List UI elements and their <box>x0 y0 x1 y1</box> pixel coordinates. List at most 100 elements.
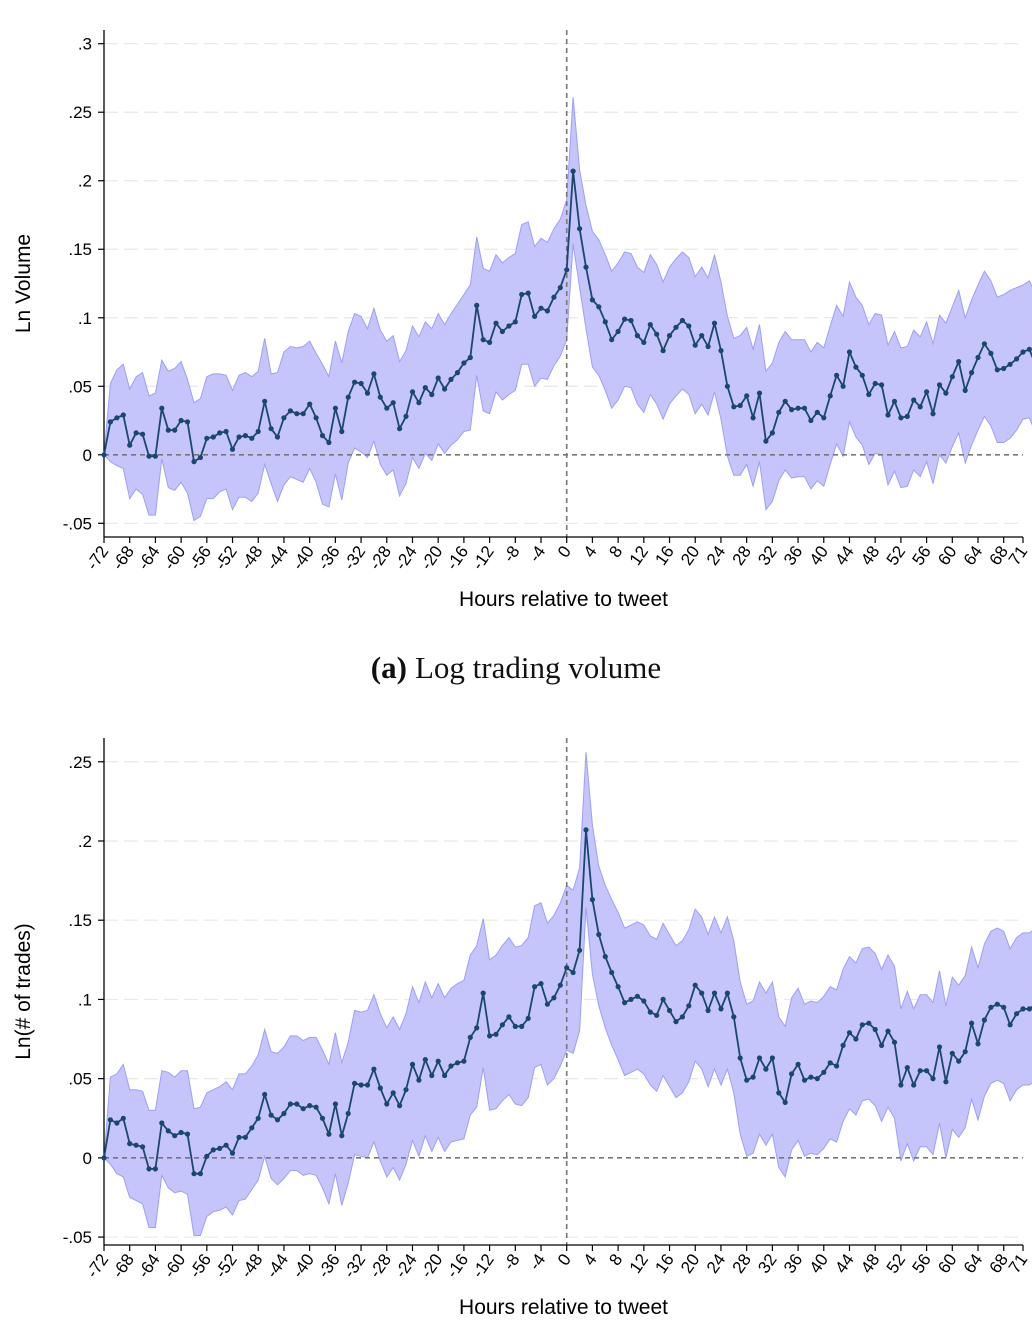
data-point <box>782 398 788 404</box>
y-tick-label: 0 <box>83 1149 92 1168</box>
data-point <box>268 1112 274 1118</box>
data-point <box>634 993 641 999</box>
data-point <box>602 954 608 960</box>
data-point <box>544 308 551 314</box>
data-point <box>442 1072 448 1079</box>
data-point <box>397 426 403 432</box>
estimate-points <box>101 168 1032 465</box>
data-point <box>165 1128 171 1134</box>
data-point <box>326 1131 332 1137</box>
x-tick-label: 16 <box>651 1250 677 1276</box>
data-point <box>866 391 872 398</box>
data-point <box>814 1076 820 1082</box>
x-tick-label: 20 <box>677 1250 703 1276</box>
x-tick-label: -20 <box>417 1250 447 1281</box>
data-point <box>956 359 962 365</box>
data-point <box>801 1077 808 1083</box>
y-axis-title: Ln Volume <box>12 234 35 333</box>
data-point <box>127 1141 133 1147</box>
data-point <box>866 1020 872 1026</box>
data-point <box>1007 1022 1013 1028</box>
x-tick-label: -44 <box>263 1250 293 1281</box>
data-point <box>146 453 152 459</box>
x-tick-label: -16 <box>443 1250 473 1281</box>
data-point <box>904 413 910 419</box>
data-point <box>249 435 255 441</box>
x-tick-label: -44 <box>263 542 293 573</box>
data-point <box>930 1076 936 1082</box>
x-tick-label: 0 <box>554 542 575 561</box>
data-point <box>936 1044 943 1050</box>
data-point <box>390 1090 396 1096</box>
data-point <box>660 348 666 354</box>
x-tick-label: -20 <box>417 542 447 573</box>
data-point <box>429 1072 435 1079</box>
x-tick-label: -48 <box>237 1250 267 1281</box>
x-tick-label: -72 <box>83 542 113 573</box>
data-point <box>801 405 808 411</box>
data-point <box>981 341 988 347</box>
data-point <box>814 409 820 415</box>
data-point <box>654 1012 660 1018</box>
x-tick-label: 16 <box>651 542 677 568</box>
data-point <box>795 1061 801 1067</box>
data-point <box>988 350 994 356</box>
data-point <box>654 331 660 337</box>
data-point <box>1026 1006 1032 1012</box>
data-point <box>339 428 345 435</box>
confidence-band <box>103 97 1032 522</box>
data-point <box>879 382 885 388</box>
data-point <box>737 402 743 409</box>
y-tick-label: .05 <box>68 377 92 396</box>
data-point <box>120 412 126 418</box>
data-point <box>615 984 621 990</box>
data-point <box>666 333 673 339</box>
data-point <box>364 390 371 396</box>
data-point <box>551 995 557 1001</box>
data-point <box>879 1042 885 1048</box>
data-point <box>570 969 576 976</box>
data-point <box>557 982 563 988</box>
data-point <box>274 434 281 440</box>
data-point <box>339 1133 345 1139</box>
data-point <box>724 990 731 996</box>
x-tick-label: -68 <box>108 1250 138 1281</box>
data-point <box>898 1082 904 1088</box>
y-tick-label: 0 <box>83 446 92 465</box>
data-point <box>319 433 326 439</box>
data-point <box>416 400 422 406</box>
y-tick-label: .1 <box>78 990 92 1009</box>
x-tick-label: 28 <box>729 542 755 568</box>
data-point <box>821 1069 827 1075</box>
data-point <box>769 430 776 436</box>
data-point <box>846 349 853 355</box>
data-point <box>197 1171 203 1177</box>
data-point <box>756 1055 763 1061</box>
data-point <box>969 1020 975 1026</box>
data-point <box>345 1110 351 1117</box>
x-tick-label: 60 <box>934 542 960 568</box>
data-point <box>217 1145 223 1151</box>
x-tick-label: -40 <box>288 1250 318 1281</box>
x-tick-label: -56 <box>185 1250 215 1281</box>
data-point <box>262 1091 268 1098</box>
x-tick-label: -52 <box>211 542 241 573</box>
data-point <box>564 965 570 971</box>
data-point <box>178 1129 184 1136</box>
data-point <box>416 1077 422 1083</box>
x-axis-title: Hours relative to tweet <box>459 588 668 611</box>
data-point <box>724 383 731 389</box>
data-point <box>615 328 621 335</box>
data-point <box>660 996 666 1002</box>
data-point <box>287 408 293 414</box>
data-point <box>242 1134 248 1140</box>
x-tick-label: -24 <box>391 542 421 573</box>
data-point <box>519 291 525 298</box>
data-point <box>647 1009 653 1015</box>
data-point <box>763 438 769 444</box>
data-point <box>731 1014 737 1020</box>
x-tick-label: -64 <box>134 1250 164 1281</box>
data-point <box>178 417 184 424</box>
x-tick-label: -8 <box>499 1250 523 1273</box>
data-point <box>364 1082 371 1088</box>
